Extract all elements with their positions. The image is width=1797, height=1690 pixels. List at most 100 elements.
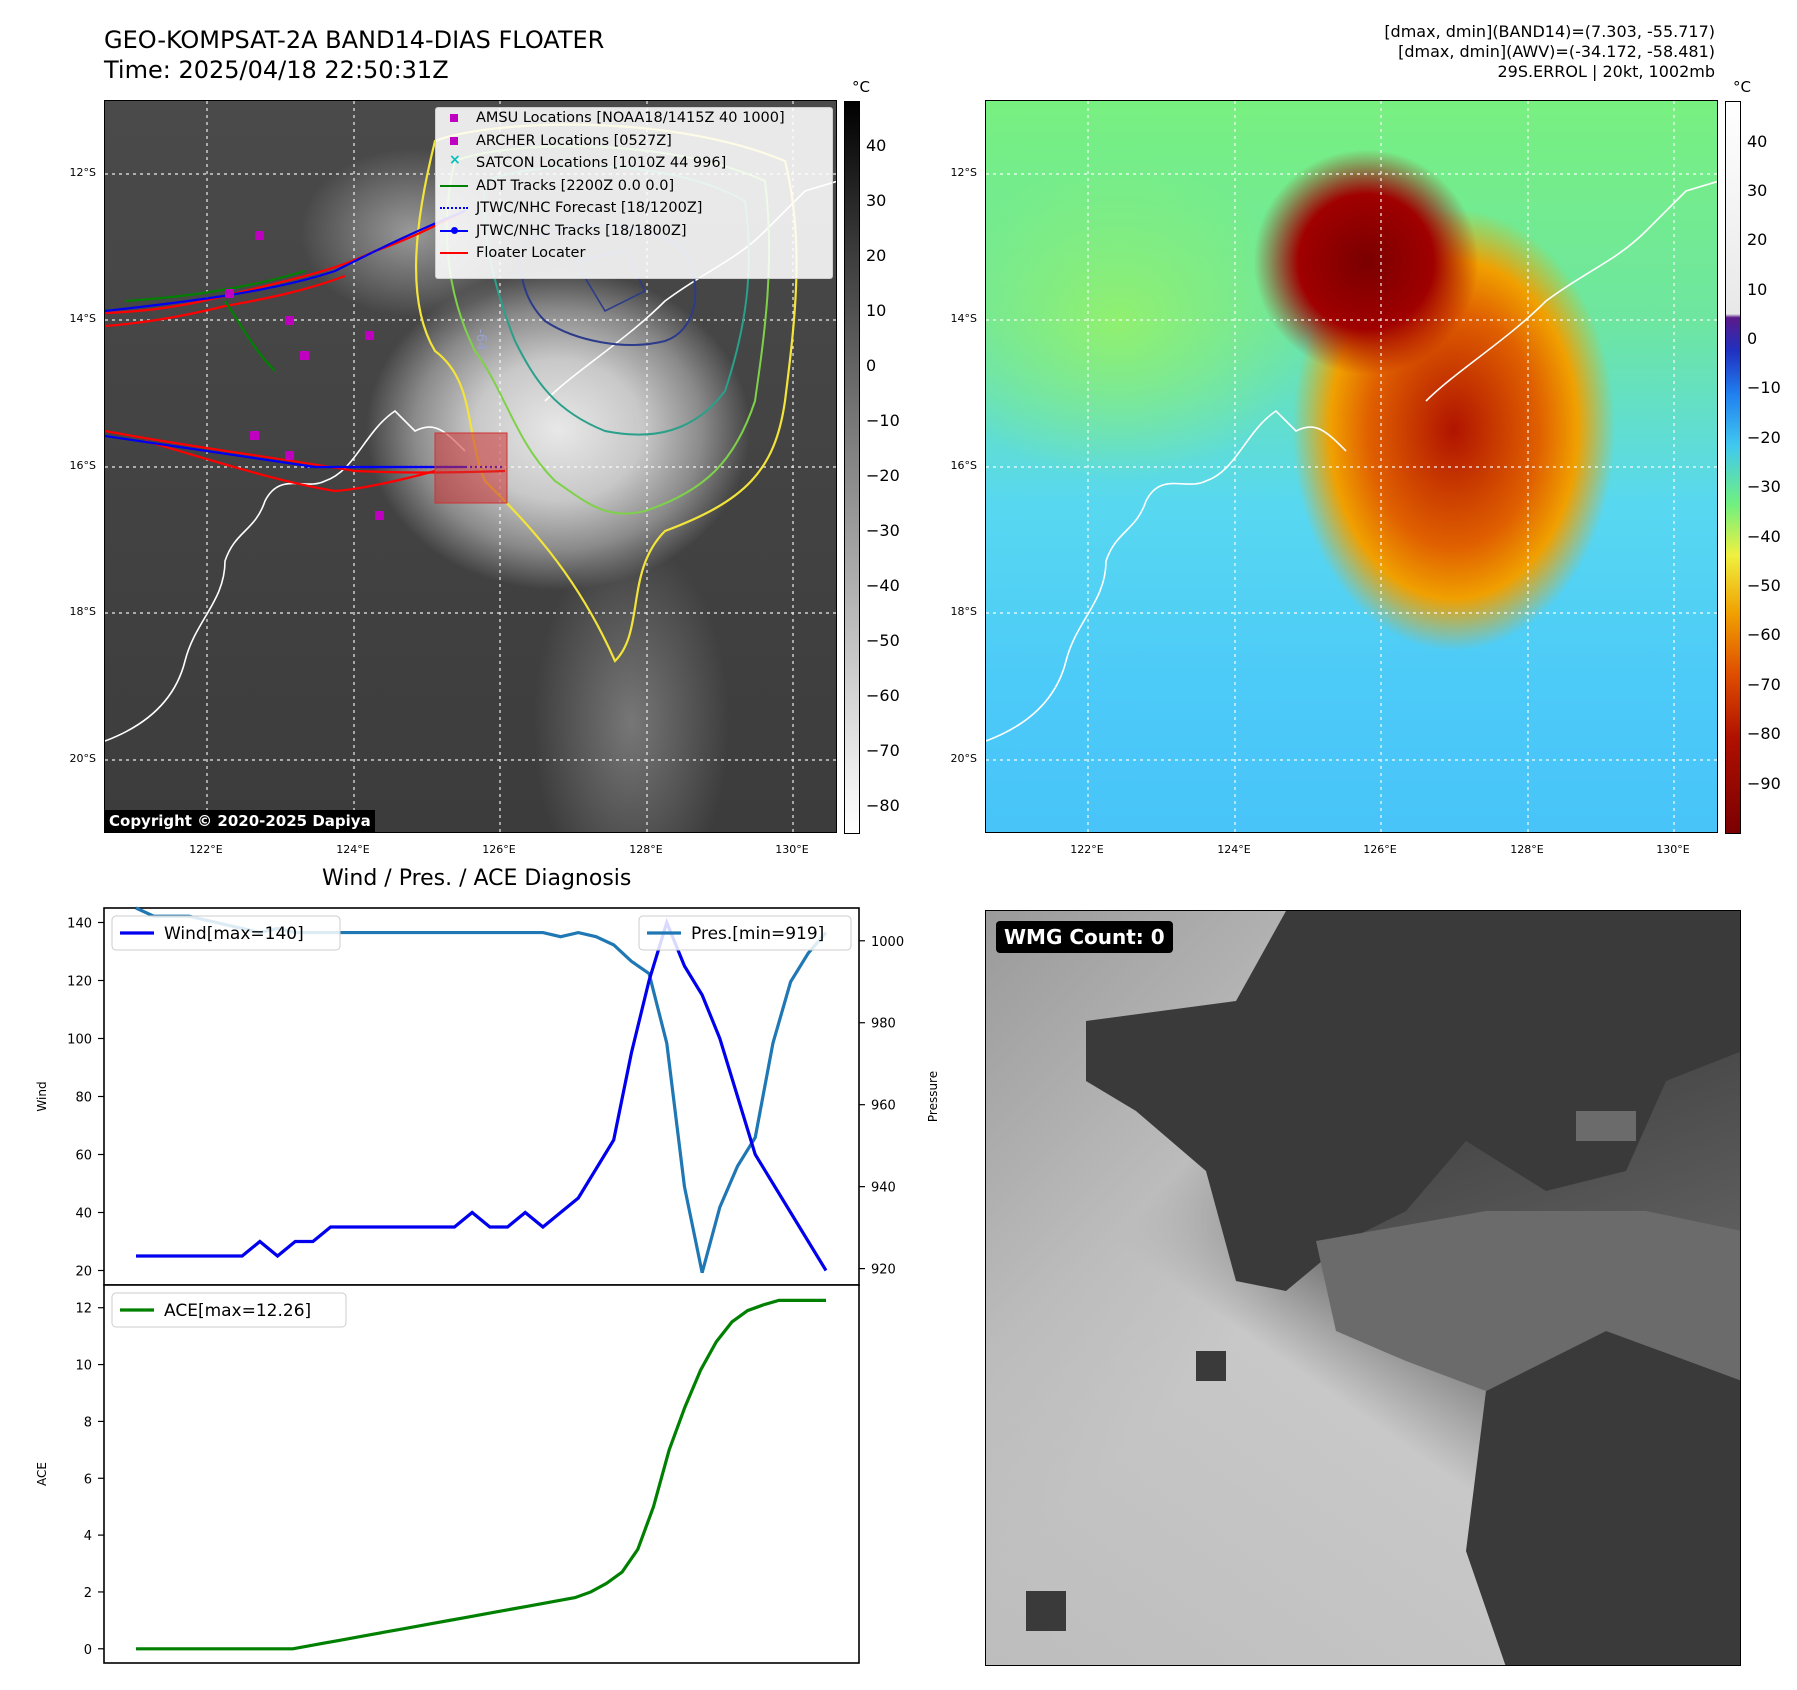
awv-map-overlay [986, 101, 1717, 832]
wind-series-line [136, 917, 828, 1272]
archer-marker [375, 511, 384, 520]
ir-colorbar-tick: −60 [866, 685, 900, 705]
legend-label: SATCON Locations [1010Z 44 996] [476, 155, 727, 171]
ace-plot-frame [103, 1284, 860, 1664]
amsu-marker [300, 351, 309, 360]
awv-colorbar-tick: −10 [1747, 378, 1781, 398]
pressure-tick-label: 1000 [871, 935, 904, 950]
ace-legend-label: ACE[max=12.26] [164, 1301, 311, 1321]
lat-tick-label: 16°S [69, 459, 96, 472]
awv-colorbar-tick: 30 [1747, 180, 1768, 200]
diagnosis-title: Wind / Pres. / ACE Diagnosis [322, 866, 632, 891]
legend-label: JTWC/NHC Forecast [18/1200Z] [476, 200, 703, 216]
ir-colorbar-tick: −50 [866, 630, 900, 650]
lon-tick-label: 128°E [629, 843, 663, 856]
ir-colorbar-tick: −70 [866, 740, 900, 760]
wmg-count-label: WMG Count: 0 [996, 921, 1173, 953]
map-legend-item: Floater Locater [440, 245, 585, 265]
lon-tick-label: 130°E [775, 843, 809, 856]
wind-tick-label: 60 [75, 1149, 92, 1164]
pressure-axis-title: Pressure [926, 1071, 940, 1122]
ir-colorbar-tick: −20 [866, 465, 900, 485]
amsu-marker [285, 316, 294, 325]
legend-label: Floater Locater [476, 245, 586, 261]
legend-swatch-icon [440, 224, 468, 238]
awv-colorbar-tick: 20 [1747, 230, 1768, 250]
lon-tick-label: 122°E [189, 843, 223, 856]
lon-tick-label: 124°E [1217, 843, 1251, 856]
legend-swatch-icon [440, 201, 468, 215]
ir-colorbar-tick: −40 [866, 575, 900, 595]
ir-colorbar-tick: 30 [866, 190, 887, 210]
amsu-marker [255, 231, 264, 240]
awv-coastline [986, 180, 1717, 742]
amsu-marker [225, 289, 234, 298]
pressure-tick-label: 920 [871, 1263, 896, 1278]
dmax-band14-label: [dmax, dmin](BAND14)=(7.303, -55.717) [1384, 22, 1715, 41]
awv-colorbar-tick: 0 [1747, 329, 1758, 349]
ir-colorbar-tick: 10 [866, 300, 887, 320]
pressure-tick-label: 980 [871, 1017, 896, 1032]
floater-locator-box [434, 432, 508, 504]
ace-tick-label: 4 [84, 1529, 92, 1544]
awv-colorbar-tick: −90 [1747, 773, 1781, 793]
ir-colorbar-tick: 0 [866, 355, 877, 375]
wind-axis-title: Wind [35, 1081, 49, 1111]
ace-series-line [136, 1298, 826, 1651]
ace-tick-label: 2 [84, 1586, 92, 1601]
ir-map-overlay: -64 [105, 101, 836, 832]
awv-colorbar-tick: −30 [1747, 477, 1781, 497]
map-legend-item: × SATCON Locations [1010Z 44 996] [440, 152, 727, 175]
ir-colorbar-tick: 40 [866, 135, 887, 155]
awv-map-panel [985, 100, 1718, 833]
legend-label: ADT Tracks [2200Z 0.0 0.0] [476, 177, 675, 194]
lat-tick-label: 12°S [950, 166, 977, 179]
figure-title-line1: GEO-KOMPSAT-2A BAND14-DIAS FLOATER [104, 26, 605, 54]
pressure-tick-label: 940 [871, 1181, 896, 1196]
track-blue-2 [105, 209, 466, 313]
wind-tick-label: 20 [75, 1265, 92, 1280]
dmax-awv-label: [dmax, dmin](AWV)=(-34.172, -58.481) [1398, 42, 1715, 61]
awv-colorbar [1725, 101, 1741, 834]
ir-map-panel: -64 Copyright © 2020-2025 Dapiya [104, 100, 837, 833]
legend-label: JTWC/NHC Tracks [18/1800Z] [476, 222, 687, 239]
ace-tick-label: 8 [84, 1415, 92, 1430]
awv-colorbar-tick: −40 [1747, 526, 1781, 546]
track-green-2 [224, 300, 276, 372]
ace-legend: ACE[max=12.26] [111, 1292, 347, 1328]
ace-chart: 12 10 8 6 4 2 0 ACE ACE[max=12.26] [35, 1284, 860, 1664]
lat-tick-label: 14°S [69, 312, 96, 325]
awv-colorbar-tick: −50 [1747, 576, 1781, 596]
wind-tick-label: 40 [75, 1207, 92, 1222]
map-legend-item: ADT Tracks [2200Z 0.0 0.0] [440, 178, 674, 198]
pressure-tick-label: 960 [871, 1099, 896, 1114]
map-legend-item: ARCHER Locations [0527Z] [440, 133, 672, 153]
ir-colorbar-tick: −80 [866, 795, 900, 815]
wind-tick-label: 120 [67, 975, 92, 990]
legend-swatch-icon [440, 246, 468, 260]
copyright-label: Copyright © 2020-2025 Dapiya [105, 810, 375, 832]
ir-colorbar-tick: −30 [866, 520, 900, 540]
legend-swatch-icon [440, 179, 468, 193]
archer-marker [285, 451, 294, 460]
ace-tick-label: 12 [75, 1302, 92, 1317]
ir-colorbar-tick: −10 [866, 410, 900, 430]
lon-tick-label: 124°E [336, 843, 370, 856]
legend-label: ARCHER Locations [0527Z] [476, 132, 672, 149]
awv-colorbar-tick: 10 [1747, 279, 1768, 299]
awv-colorbar-tick: −80 [1747, 724, 1781, 744]
track-red-4 [144, 439, 436, 493]
map-legend-item: AMSU Locations [NOAA18/1415Z 40 1000] [440, 110, 785, 130]
lon-tick-label: 130°E [1656, 843, 1690, 856]
map-legend-item: JTWC/NHC Tracks [18/1800Z] [440, 223, 687, 243]
wmg-panel: WMG Count: 0 [985, 910, 1741, 1666]
lon-tick-label: 126°E [1363, 843, 1397, 856]
awv-colorbar-tick: −20 [1747, 427, 1781, 447]
lat-tick-label: 16°S [950, 459, 977, 472]
figure-title-line2: Time: 2025/04/18 22:50:31Z [104, 56, 449, 84]
archer-marker [365, 331, 374, 340]
contour-label: -64 [473, 329, 488, 350]
wind-tick-label: 100 [67, 1033, 92, 1048]
lat-tick-label: 20°S [950, 752, 977, 765]
pressure-legend-label: Pres.[min=919] [691, 924, 824, 944]
